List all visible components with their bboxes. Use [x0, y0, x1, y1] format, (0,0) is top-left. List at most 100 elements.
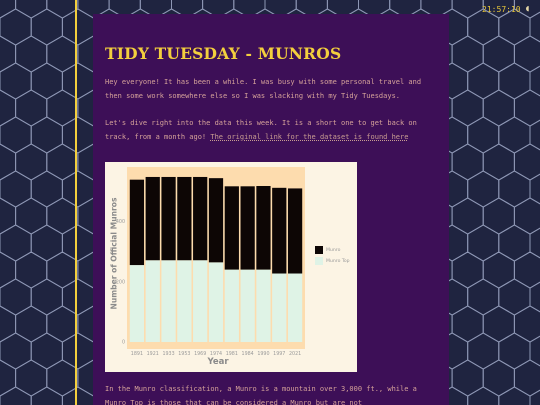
- hexagon-tile: [498, 224, 531, 262]
- hexagon-tile: [467, 332, 500, 370]
- hexagon-tile: [498, 170, 531, 208]
- legend-swatch-munro-top: [315, 257, 323, 265]
- hexagon-tile: [30, 278, 63, 316]
- article-panel: TIDY TUESDAY - MUNROS Hey everyone! It h…: [93, 14, 449, 405]
- hexagon-tile: [467, 8, 500, 46]
- hexagon-tile: [498, 116, 531, 154]
- munro-chart: 0 200 400 1891 1921 1933 1953 1969 1974 1981 1984…: [105, 162, 357, 372]
- hexagon-tile: [46, 143, 79, 181]
- hexagon-tile: [482, 251, 515, 289]
- hexagon-tile: [529, 65, 540, 97]
- hexagon-tile: [0, 62, 32, 100]
- hexagon-tile: [513, 143, 540, 181]
- hexagon-tile: [451, 35, 484, 73]
- moon-icon[interactable]: ◖: [524, 4, 530, 14]
- hexagon-tile: [15, 359, 48, 397]
- hexagon-tile: [61, 170, 94, 208]
- hexagon-tile: [529, 389, 540, 405]
- bar-munro-top-1974: [208, 262, 224, 342]
- hexagon-tile: [0, 8, 32, 46]
- hexagon-tile: [61, 224, 94, 262]
- hexagon-tile: [46, 89, 79, 127]
- hexagon-tile: [467, 278, 500, 316]
- hexagon-tile: [467, 224, 500, 262]
- x-ticks-group: 1891 1921 1933 1953 1969 1974 1981 1984 1990 1997…: [131, 351, 301, 357]
- hexagon-tile: [15, 0, 48, 19]
- clock: 21:57:10 ◖: [482, 4, 530, 14]
- dataset-link[interactable]: The original link for the dataset is fou…: [210, 132, 409, 141]
- hexagon-tile: [61, 278, 94, 316]
- x-tick-label-1997: 1997: [273, 351, 285, 357]
- hexagon-tile: [46, 305, 79, 343]
- hexagon-tile: [498, 386, 531, 405]
- hexagon-tile: [467, 170, 500, 208]
- hexagon-tile: [30, 62, 63, 100]
- bar-munro-2021: [287, 188, 303, 274]
- second-paragraph-text: Let's dive right into the data this week…: [105, 119, 417, 141]
- hexagon-tile: [15, 305, 48, 343]
- hexagon-tile: [513, 35, 540, 73]
- x-tick-label-1974: 1974: [210, 351, 222, 357]
- bar-munro-top-1981: [224, 269, 239, 342]
- hexagon-tile: [0, 305, 17, 343]
- hexagon-tile: [15, 197, 48, 235]
- hexagon-tile: [30, 170, 63, 208]
- hexagon-tile: [482, 89, 515, 127]
- hexagon-tile: [0, 224, 32, 262]
- hexagon-tile: [498, 8, 531, 46]
- legend-swatch-munro: [315, 246, 323, 254]
- hexagon-tile: [0, 251, 17, 289]
- hexagon-tile: [467, 62, 500, 100]
- bar-munro-1921: [145, 176, 160, 261]
- hexagon-tile: [482, 197, 515, 235]
- hexagon-tile: [0, 170, 32, 208]
- hexagon-tile: [61, 116, 94, 154]
- y-ticks-group: 0 200 400: [116, 219, 125, 346]
- hexagon-tile: [30, 116, 63, 154]
- legend-item-munro-top: Munro Top: [315, 257, 350, 265]
- bar-munro-top-1984: [240, 269, 255, 342]
- x-tick-label-1921: 1921: [147, 351, 159, 357]
- legend-item-munro: Munro: [315, 246, 340, 254]
- hexagon-tile: [451, 143, 484, 181]
- bar-munro-top-1953: [177, 260, 192, 342]
- hexagon-tile: [451, 251, 484, 289]
- hexagon-tile: [15, 35, 48, 73]
- hexagon-tile: [46, 251, 79, 289]
- hexagon-tile: [498, 62, 531, 100]
- hexagon-tile: [436, 386, 469, 405]
- hexagon-tile: [61, 386, 94, 405]
- hexagon-tile: [46, 35, 79, 73]
- hexagon-tile: [467, 386, 500, 405]
- hexagon-tile: [30, 332, 63, 370]
- hexagon-tile: [0, 278, 32, 316]
- bar-munro-top-1990: [256, 269, 271, 342]
- x-axis-label: Year: [207, 357, 229, 367]
- bar-munro-top-1969: [193, 260, 208, 342]
- bar-munro-1933: [161, 176, 176, 261]
- x-tick-label-1953: 1953: [178, 351, 190, 357]
- x-tick-label-1984: 1984: [242, 351, 254, 357]
- hexagon-tile: [529, 281, 540, 313]
- hexagon-tile: [0, 359, 17, 397]
- hexagon-tile: [15, 89, 48, 127]
- x-tick-label-1933: 1933: [162, 351, 174, 357]
- bar-munro-top-1921: [145, 260, 160, 342]
- hexagon-tile: [482, 143, 515, 181]
- hexagon-tile: [61, 62, 94, 100]
- bar-munro-1953: [177, 176, 192, 261]
- hexagon-tile: [529, 119, 540, 151]
- bar-munro-1969: [193, 176, 208, 261]
- hexagon-tile: [482, 305, 515, 343]
- hexagon-tile: [0, 332, 32, 370]
- y-tick-label-0: 0: [122, 340, 125, 346]
- bar-munro-top-2021: [287, 273, 303, 342]
- hexagon-tile: [451, 197, 484, 235]
- second-paragraph: Let's dive right into the data this week…: [105, 117, 435, 144]
- x-tick-label-1981: 1981: [226, 351, 238, 357]
- hexagon-tile: [0, 386, 32, 405]
- y-tick-label-400: 400: [116, 219, 125, 225]
- body-paragraph: In the Munro classification, a Munro is …: [105, 385, 417, 405]
- hexagon-tile: [529, 11, 540, 43]
- x-tick-label-1891: 1891: [131, 351, 143, 357]
